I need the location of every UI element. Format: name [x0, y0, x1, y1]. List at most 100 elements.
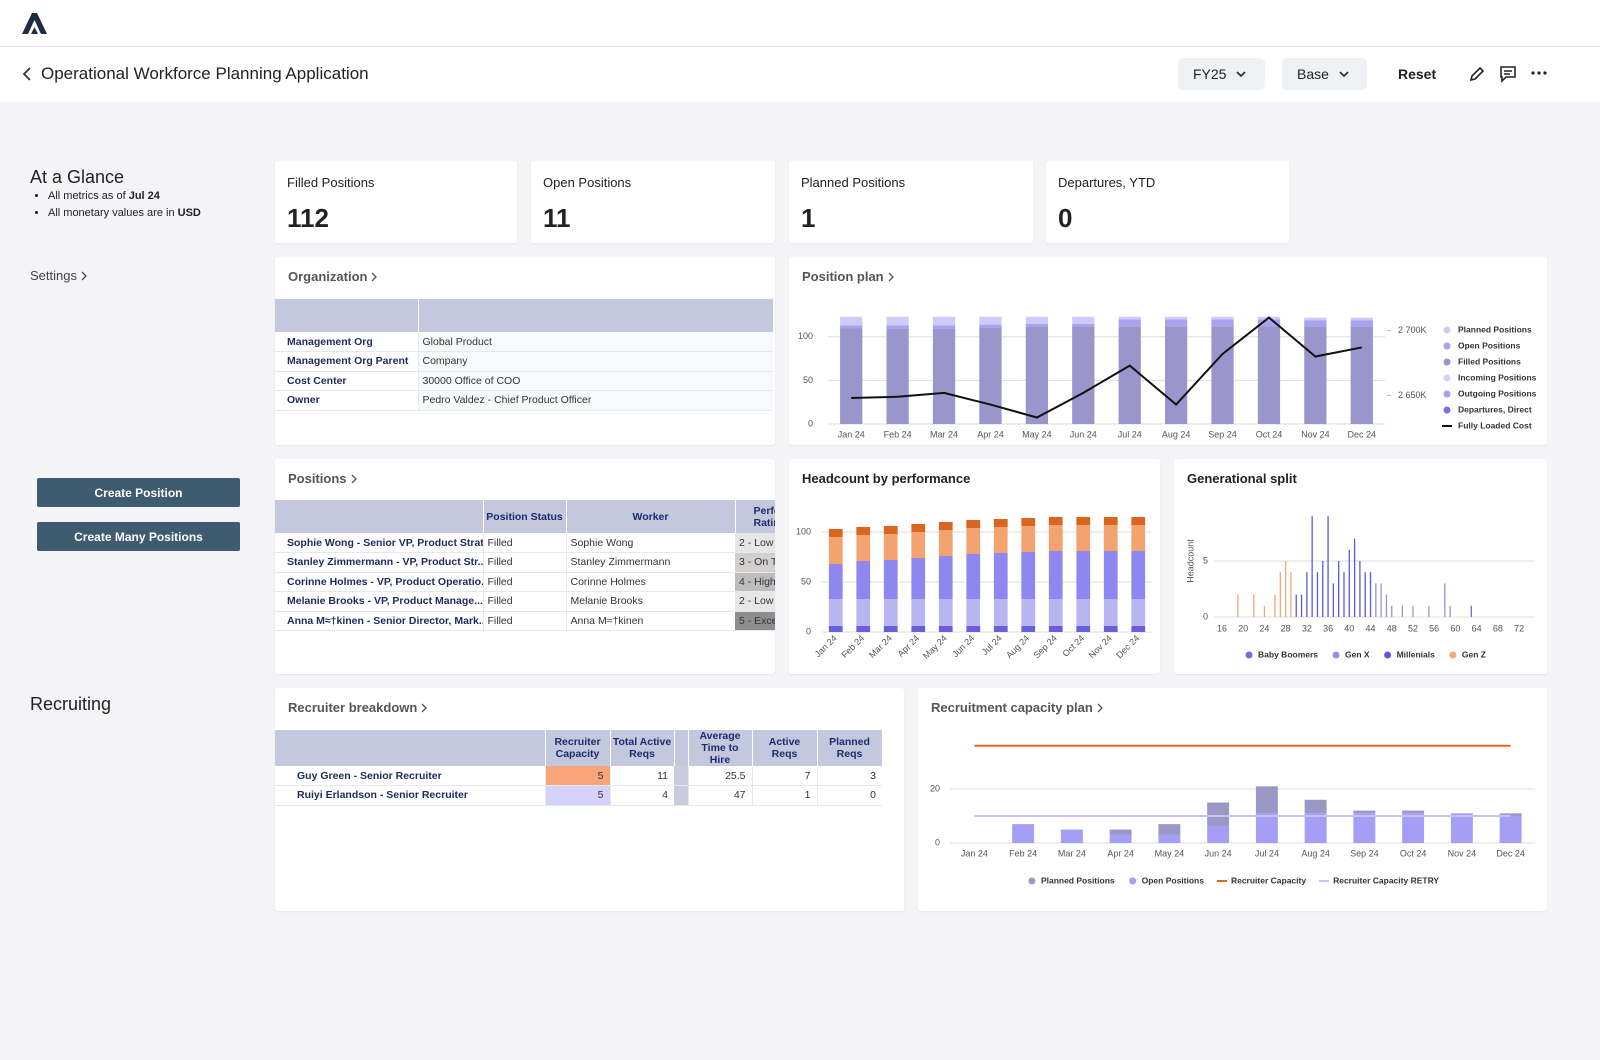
position-status: Filled	[482, 552, 566, 573]
x-tick-label: 36	[1323, 623, 1333, 633]
y-tick-label: 100	[798, 331, 813, 341]
card-title-text: Generational split	[1187, 471, 1297, 486]
position-status: Filled	[482, 591, 566, 612]
bar	[828, 599, 843, 626]
card-title[interactable]: Position plan	[802, 269, 894, 284]
scenario-select[interactable]: Base	[1282, 58, 1367, 90]
table-row: Cost Center 30000 Office of COO	[275, 371, 773, 391]
row-value: 30000 Office of COO	[417, 371, 773, 391]
card-title[interactable]: Positions	[288, 471, 357, 486]
position-plan-card: Position plan 0 50 100 2 650K 2 700K Jan 24 Fe…	[789, 257, 1547, 445]
legend-label: Recruiter Capacity	[1231, 875, 1306, 885]
x-tick-label: Aug 24	[1301, 848, 1330, 858]
bar	[1257, 326, 1281, 424]
performance-rating: 5 - Exceeds	[735, 611, 775, 631]
table-row: Management Org Parent Company	[275, 351, 773, 372]
bar	[1207, 802, 1230, 827]
x-tick-label: Jan 24	[961, 848, 988, 858]
legend: Baby Boomers Gen X Millenials Gen Z	[1245, 649, 1486, 659]
table-row: Management Org Global Product	[275, 332, 773, 352]
kpi-card: Departures, YTD 0	[1046, 161, 1289, 243]
table-row: Guy Green - Senior Recruiter 5 11 25.5 7 3	[275, 766, 882, 786]
chevron	[81, 271, 87, 280]
legend-label: Open Positions	[1142, 875, 1205, 885]
back-button[interactable]	[22, 67, 32, 81]
edit-icon[interactable]	[1468, 65, 1486, 83]
x-tick-label: 60	[1450, 623, 1460, 633]
position-status: Filled	[482, 533, 566, 553]
card-title[interactable]: Recruitment capacity plan	[931, 700, 1103, 715]
legend-marker	[1129, 877, 1137, 885]
chevron	[371, 272, 378, 281]
card-title[interactable]: Organization	[288, 269, 378, 284]
settings-link[interactable]: Settings	[30, 268, 87, 283]
column-header: Active Reqs	[752, 730, 818, 766]
legend-marker	[1443, 374, 1451, 382]
x-tick-label: 16	[1217, 623, 1227, 633]
x-tick-label: Feb 24	[884, 429, 912, 439]
bar	[1131, 599, 1146, 626]
chart: 0 5 16 20 24 28 32 36 40 44 48 52 56 60 64 68 72 Headcoun…	[1185, 516, 1535, 659]
legend-label: Outgoing Positions	[1458, 388, 1537, 398]
bar	[979, 327, 1002, 424]
bar	[1158, 834, 1181, 843]
bar	[1103, 517, 1118, 525]
comment-icon[interactable]	[1499, 65, 1517, 83]
chevron	[1236, 71, 1247, 78]
recruiter-value: 5	[544, 766, 610, 786]
logo[interactable]	[22, 13, 48, 35]
legend-marker	[1245, 651, 1253, 659]
x-tick-label: Nov 24	[1087, 633, 1114, 660]
section-title: At a Glance	[30, 167, 125, 187]
header-cell	[275, 730, 546, 766]
card-title-text: Organization	[288, 269, 368, 284]
chart: 0 50 100 Jan 24 Feb 24 Mar 24 Apr 24 May 24 Jun …	[796, 517, 1152, 661]
position-name: Corinne Holmes - VP, Product Operatio...	[275, 572, 483, 592]
bar	[1353, 813, 1376, 843]
bar	[1353, 810, 1376, 814]
bar	[1304, 317, 1327, 321]
reset-button[interactable]: Reset	[1398, 66, 1437, 82]
y-tick-label: 50	[801, 576, 811, 586]
legend-label: Fully Loaded Cost	[1458, 420, 1532, 430]
x-tick-label: 72	[1514, 623, 1524, 633]
positions-card: Positions Position StatusWorkerPerforman…	[275, 459, 775, 674]
recruitment-capacity-card: Recruitment capacity plan 0 20 Jan 24 Feb 2…	[918, 688, 1547, 911]
fiscal-year-select[interactable]: FY25	[1178, 58, 1265, 90]
recruiter-name: Guy Green - Senior Recruiter	[275, 766, 545, 786]
card-title[interactable]: Recruiter breakdown	[288, 700, 428, 715]
column-header: Performance Rating	[735, 500, 775, 533]
bar	[1103, 525, 1118, 551]
create-position-button[interactable]: Create Position	[37, 478, 240, 507]
legend-marker	[1332, 651, 1340, 659]
spacer-cell	[674, 766, 688, 786]
x-tick-label: Feb 24	[839, 633, 866, 660]
bar	[886, 328, 909, 424]
position-status: Filled	[482, 572, 566, 592]
card-title-text: Position plan	[802, 269, 884, 284]
bar	[840, 328, 863, 424]
card-title-text: Positions	[288, 471, 347, 486]
chart: 0 20 Jan 24 Feb 24 Mar 24 Apr 24 May 24 Jun 24 J…	[930, 744, 1535, 885]
bar	[828, 529, 843, 537]
row-value: Global Product	[417, 332, 773, 352]
kpi-label: Departures, YTD	[1058, 175, 1156, 190]
bar	[911, 599, 926, 626]
table-row: Corinne Holmes - VP, Product Operatio...…	[275, 572, 775, 592]
bar	[932, 328, 956, 424]
x-tick-label: Oct 24	[1256, 429, 1283, 439]
bar	[1025, 326, 1049, 424]
y-tick-label: 20	[930, 783, 940, 793]
legend-label: Departures, Direct	[1458, 404, 1532, 414]
bar	[1304, 326, 1327, 424]
table-row: Sophie Wong - Senior VP, Product Strat..…	[275, 533, 775, 553]
bar	[911, 626, 926, 632]
create-many-positions-button[interactable]: Create Many Positions	[37, 522, 240, 551]
bar	[1304, 320, 1327, 327]
kpi-card: Filled Positions 112	[275, 161, 517, 243]
recruiter-value: 25.5	[687, 766, 752, 786]
bar	[828, 537, 843, 564]
x-tick-label: Jun 24	[1070, 429, 1097, 439]
more-icon[interactable]	[1531, 69, 1547, 77]
app-title: Operational Workforce Planning Applicati…	[41, 64, 369, 83]
